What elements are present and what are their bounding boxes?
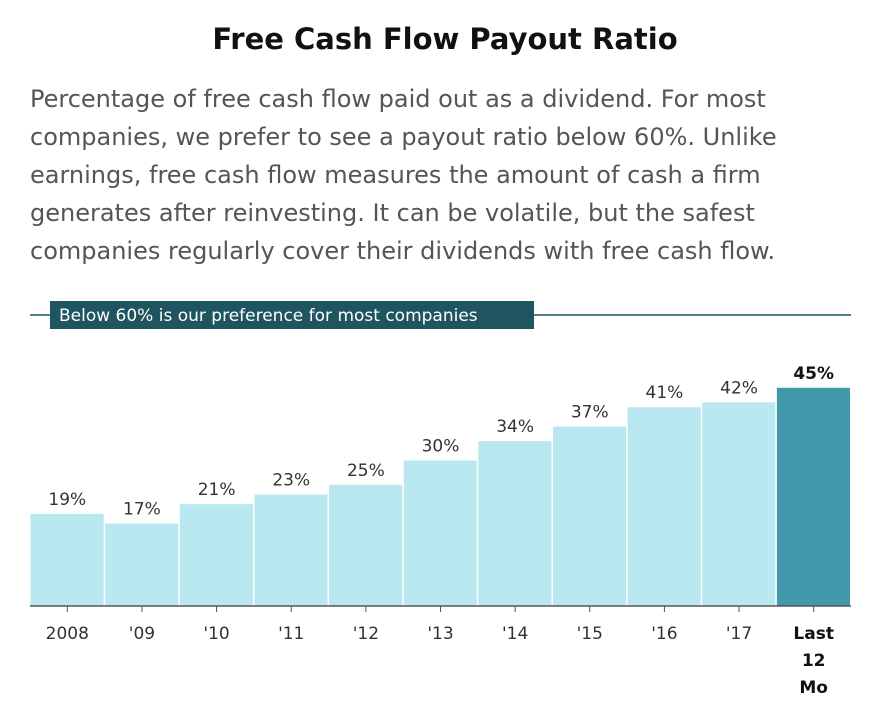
bar-value-label: 34% (496, 417, 534, 437)
reference-banner (50, 301, 534, 329)
x-tick-label: Last 12 Mo (793, 624, 834, 698)
bar (627, 407, 701, 606)
x-tick-label: '15 (577, 624, 603, 644)
bar-value-label: 37% (571, 403, 609, 423)
x-tick-label: '10 (203, 624, 229, 644)
bar-value-label: 45% (793, 364, 834, 384)
bar (403, 460, 477, 606)
bar-value-label: 21% (198, 480, 236, 500)
bar (478, 441, 552, 606)
bar-value-label: 19% (48, 490, 86, 510)
x-tick-label: '14 (502, 624, 528, 644)
x-tick-label: 2008 (46, 624, 89, 644)
bar (179, 504, 253, 606)
x-tick-label: '16 (651, 624, 677, 644)
bar-value-label: 30% (422, 437, 460, 457)
bar (776, 387, 850, 606)
x-tick-label: '13 (427, 624, 453, 644)
bar-value-label: 41% (646, 383, 684, 403)
bar-value-label: 42% (720, 378, 758, 398)
reference-label: Below 60% is our preference for most com… (59, 306, 478, 326)
bar (105, 523, 179, 606)
bar (30, 513, 104, 606)
bar-value-label: 23% (272, 470, 310, 490)
bar (702, 402, 776, 606)
chart-subtitle: Percentage of free cash flow paid out as… (30, 85, 777, 265)
x-tick-label: '17 (726, 624, 752, 644)
x-tick-label: '09 (129, 624, 155, 644)
bar-value-label: 17% (123, 500, 161, 520)
bar (254, 494, 328, 606)
bar-value-label: 25% (347, 461, 385, 481)
x-tick-label: '12 (353, 624, 379, 644)
bar-chart: Below 60% is our preference for most com… (30, 301, 851, 698)
bar (329, 484, 403, 606)
x-tick-label: '11 (278, 624, 304, 644)
bar (552, 426, 627, 606)
chart-title: Free Cash Flow Payout Ratio (212, 22, 678, 56)
